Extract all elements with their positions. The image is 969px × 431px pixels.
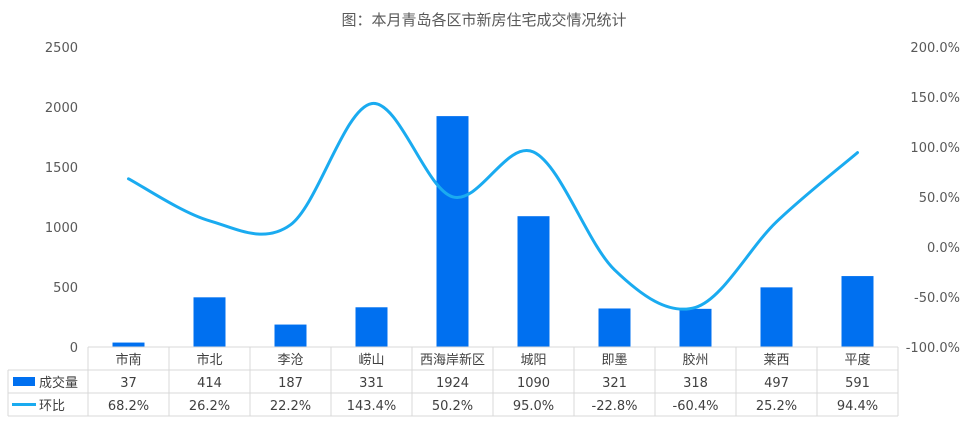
left-axis-tick-label: 500 xyxy=(53,281,78,296)
bar-series xyxy=(112,116,874,348)
table-cell-成交量: 321 xyxy=(602,376,627,391)
table-cell-环比: 50.2% xyxy=(432,399,473,414)
x-tick-label: 市南 xyxy=(115,352,141,368)
x-tick-label: 胶州 xyxy=(682,352,708,368)
table-cell-环比: 22.2% xyxy=(270,399,311,414)
right-axis-ticks: -100.0% -50.0% 0.0% 50.0% 100.0% 150.0% 200.0% xyxy=(906,41,960,356)
right-axis-tick-label: 200.0% xyxy=(910,41,960,56)
bar-市南 xyxy=(112,342,145,347)
bar-崂山 xyxy=(355,307,388,347)
table-cell-环比: -22.8% xyxy=(592,399,638,414)
left-axis-tick-label: 1500 xyxy=(45,161,78,176)
x-tick-label: 城阳 xyxy=(520,353,546,368)
bar-市北 xyxy=(193,297,226,347)
table-cell-成交量: 187 xyxy=(278,376,303,391)
bar-西海岸新区 xyxy=(436,116,469,348)
left-axis-tick-label: 2500 xyxy=(45,41,78,56)
table-cell-成交量: 331 xyxy=(359,376,384,391)
table-cell-环比: 94.4% xyxy=(837,399,878,414)
right-axis-tick-label: 150.0% xyxy=(910,91,960,106)
left-axis-ticks: 0 500 1000 1500 2000 2500 xyxy=(45,41,78,356)
line-path-环比 xyxy=(127,102,859,311)
table-cell-环比: 95.0% xyxy=(513,399,554,414)
x-tick-label: 市北 xyxy=(196,352,222,368)
x-tick-label: 平度 xyxy=(844,352,870,368)
table-cell-成交量: 318 xyxy=(683,376,708,391)
bar-莱西 xyxy=(760,287,793,347)
right-axis-tick-label: 0.0% xyxy=(927,241,960,256)
table-cell-环比: 26.2% xyxy=(189,399,230,414)
bar-李沧 xyxy=(274,324,307,347)
left-axis-tick-label: 0 xyxy=(70,341,78,356)
x-tick-label: 西海岸新区 xyxy=(420,352,485,368)
legend-swatch-bar xyxy=(13,377,35,386)
bar-即墨 xyxy=(598,308,631,347)
legend-label-成交量: 成交量 xyxy=(39,375,78,391)
table-cell-成交量: 591 xyxy=(845,376,870,391)
x-tick-label: 崂山 xyxy=(358,353,384,368)
bar-平度 xyxy=(841,276,874,347)
left-axis-tick-label: 2000 xyxy=(45,101,78,116)
table-cell-成交量: 1924 xyxy=(436,376,469,391)
legend-label-环比: 环比 xyxy=(39,399,65,414)
table-cell-成交量: 1090 xyxy=(517,376,550,391)
chart-title: 图：本月青岛各区市新房住宅成交情况统计 xyxy=(341,11,626,29)
table-cell-环比: -60.4% xyxy=(673,399,719,414)
table-cell-环比: 25.2% xyxy=(756,399,797,414)
table-cell-成交量: 497 xyxy=(764,376,789,391)
table-cell-环比: 68.2% xyxy=(108,399,149,414)
bar-城阳 xyxy=(517,216,550,347)
left-axis-tick-label: 1000 xyxy=(45,221,78,236)
table-cell-成交量: 37 xyxy=(120,376,137,391)
right-axis-tick-label: 50.0% xyxy=(919,191,960,206)
line-series xyxy=(127,102,859,311)
x-tick-label: 李沧 xyxy=(277,352,303,368)
bar-胶州 xyxy=(679,308,712,347)
right-axis-tick-label: 100.0% xyxy=(910,141,960,156)
x-tick-label: 莱西 xyxy=(763,353,789,368)
x-tick-label: 即墨 xyxy=(601,353,627,368)
right-axis-tick-label: -50.0% xyxy=(914,291,960,306)
right-axis-tick-label: -100.0% xyxy=(906,341,960,356)
table-cell-成交量: 414 xyxy=(197,376,222,391)
table-cell-环比: 143.4% xyxy=(347,399,397,414)
